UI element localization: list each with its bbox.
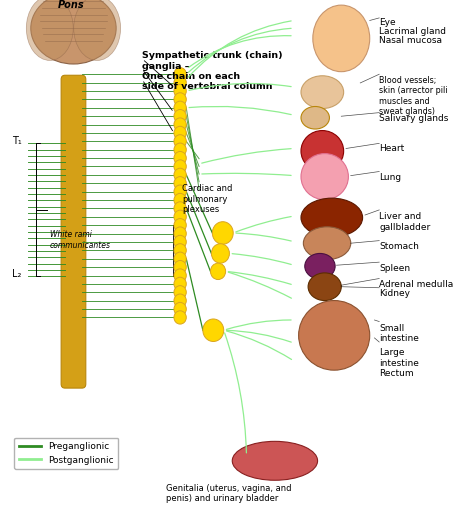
Circle shape (174, 269, 186, 282)
Circle shape (174, 286, 186, 299)
Circle shape (174, 227, 186, 240)
Circle shape (174, 143, 186, 156)
Circle shape (174, 311, 186, 324)
Text: L₂: L₂ (12, 269, 21, 279)
Circle shape (174, 101, 186, 115)
Ellipse shape (301, 131, 344, 172)
Circle shape (174, 126, 186, 140)
Circle shape (174, 118, 186, 131)
Circle shape (174, 194, 186, 207)
Text: White rami
communicantes: White rami communicantes (50, 230, 111, 250)
Ellipse shape (301, 154, 348, 200)
Circle shape (174, 202, 186, 215)
Text: Genitalia (uterus, vagina, and
penis) and urinary bladder: Genitalia (uterus, vagina, and penis) an… (166, 484, 292, 503)
Circle shape (174, 219, 186, 232)
Text: Liver and
gallbladder: Liver and gallbladder (379, 212, 430, 232)
Circle shape (174, 135, 186, 148)
FancyBboxPatch shape (61, 75, 86, 388)
Circle shape (212, 222, 233, 244)
Text: Lacrimal gland: Lacrimal gland (379, 27, 446, 36)
Text: Pons: Pons (58, 0, 84, 10)
Circle shape (210, 263, 226, 280)
Text: Blood vessels;
skin (arrector pili
muscles and
sweat glands): Blood vessels; skin (arrector pili muscl… (379, 76, 448, 116)
Ellipse shape (26, 0, 73, 60)
Circle shape (174, 68, 186, 81)
Circle shape (174, 84, 186, 98)
Ellipse shape (313, 5, 370, 72)
Text: Cardiac and
pulmonary
plexuses: Cardiac and pulmonary plexuses (182, 184, 233, 214)
Legend: Preganglionic, Postganglionic: Preganglionic, Postganglionic (14, 438, 118, 469)
Circle shape (174, 177, 186, 190)
Circle shape (174, 152, 186, 165)
Text: Stomach: Stomach (379, 242, 419, 251)
Circle shape (174, 277, 186, 290)
Ellipse shape (301, 76, 344, 109)
Circle shape (174, 210, 186, 223)
Circle shape (174, 93, 186, 106)
Ellipse shape (31, 0, 116, 64)
Circle shape (174, 294, 186, 307)
Ellipse shape (308, 273, 341, 301)
Circle shape (174, 185, 186, 198)
Text: Small
intestine: Small intestine (379, 324, 419, 343)
Text: Heart: Heart (379, 144, 404, 154)
Ellipse shape (232, 441, 318, 480)
Ellipse shape (312, 143, 321, 152)
Circle shape (203, 319, 224, 342)
Text: Sympathetic trunk (chain)
ganglia –
One chain on each
side of vertebral column: Sympathetic trunk (chain) ganglia – One … (142, 51, 283, 92)
Circle shape (174, 76, 186, 89)
Text: Kidney: Kidney (379, 289, 410, 298)
Ellipse shape (299, 301, 370, 370)
Ellipse shape (301, 106, 329, 129)
Ellipse shape (346, 40, 356, 50)
Text: Lung: Lung (379, 173, 401, 182)
Text: Eye: Eye (379, 18, 396, 27)
Text: Adrenal medulla: Adrenal medulla (379, 280, 454, 289)
Circle shape (211, 244, 229, 263)
Text: T₁: T₁ (11, 136, 21, 146)
Circle shape (174, 236, 186, 249)
Ellipse shape (73, 0, 120, 60)
Circle shape (174, 303, 186, 316)
Circle shape (174, 110, 186, 123)
Ellipse shape (301, 198, 363, 237)
Circle shape (174, 252, 186, 265)
Circle shape (174, 160, 186, 173)
Circle shape (174, 244, 186, 257)
Circle shape (174, 168, 186, 182)
Ellipse shape (305, 253, 335, 279)
Circle shape (174, 261, 186, 274)
Text: Spleen: Spleen (379, 264, 410, 273)
Text: Salivary glands: Salivary glands (379, 114, 448, 123)
Ellipse shape (303, 227, 351, 260)
Text: Nasal mucosa: Nasal mucosa (379, 36, 442, 46)
Text: Large
intestine
Rectum: Large intestine Rectum (379, 348, 419, 378)
